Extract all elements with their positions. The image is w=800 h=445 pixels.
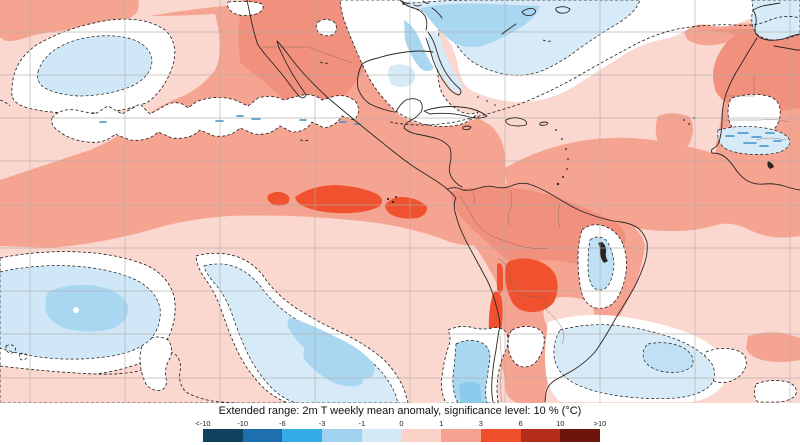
colorbar-segment: [441, 429, 481, 442]
colorbar-segment: [282, 429, 323, 442]
chart-title: Extended range: 2m T weekly mean anomaly…: [218, 405, 582, 417]
significance-contours: [0, 16, 800, 361]
colorbar-tick-label: 0: [399, 419, 404, 428]
warm-3-6-regions: [267, 185, 558, 346]
colorbar-segment: [242, 429, 283, 442]
graticule: [0, 0, 800, 403]
colorbar-tick-label: -10: [237, 419, 249, 428]
colorbar-tick-label: 3: [478, 419, 483, 428]
colorbar-segment: [560, 429, 601, 442]
colorbar-tick-label: 6: [518, 419, 523, 428]
detail-specks: [99, 115, 782, 263]
colorbar-tick-label: <-10: [195, 419, 211, 428]
colorbar-tick-label: -1: [358, 419, 366, 428]
country-borders: [262, 46, 789, 403]
coastlines: [246, 0, 800, 403]
colorbar-tick-label: 10: [556, 419, 565, 428]
colorbar-tick-label: -6: [279, 419, 286, 428]
colorbar-segment: [401, 429, 442, 442]
colorbar-segment: [203, 429, 243, 442]
colorbar-tick-label: 1: [439, 419, 444, 428]
colorbar-tick-label: >10: [593, 419, 607, 428]
colorbar-tick-labels: <-10 -10 -6 -3 -1 0 1 3 6 10 >10: [0, 419, 800, 428]
colorbar-tick-label: -3: [318, 419, 326, 428]
anomaly-map: [0, 0, 800, 403]
anomaly-map-svg: [0, 0, 800, 403]
colorbar: [203, 429, 601, 442]
colorbar-segment: [520, 429, 561, 442]
cool-regions: [0, 0, 800, 403]
colorbar-segment: [322, 429, 362, 442]
colorbar-segment: [480, 429, 521, 442]
island-dots: [477, 96, 569, 186]
colorbar-segment: [361, 429, 402, 442]
